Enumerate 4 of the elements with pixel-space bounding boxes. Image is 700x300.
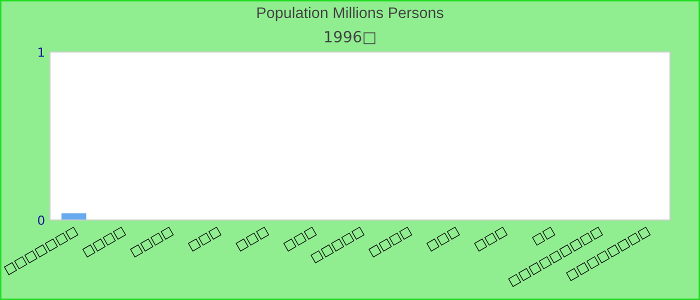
y-tick-label: 0 <box>38 215 44 225</box>
chart-title: Population Millions Persons <box>257 6 444 22</box>
y-tick-label: 1 <box>38 48 44 57</box>
chart-subtitle: 1996□ <box>325 30 376 44</box>
